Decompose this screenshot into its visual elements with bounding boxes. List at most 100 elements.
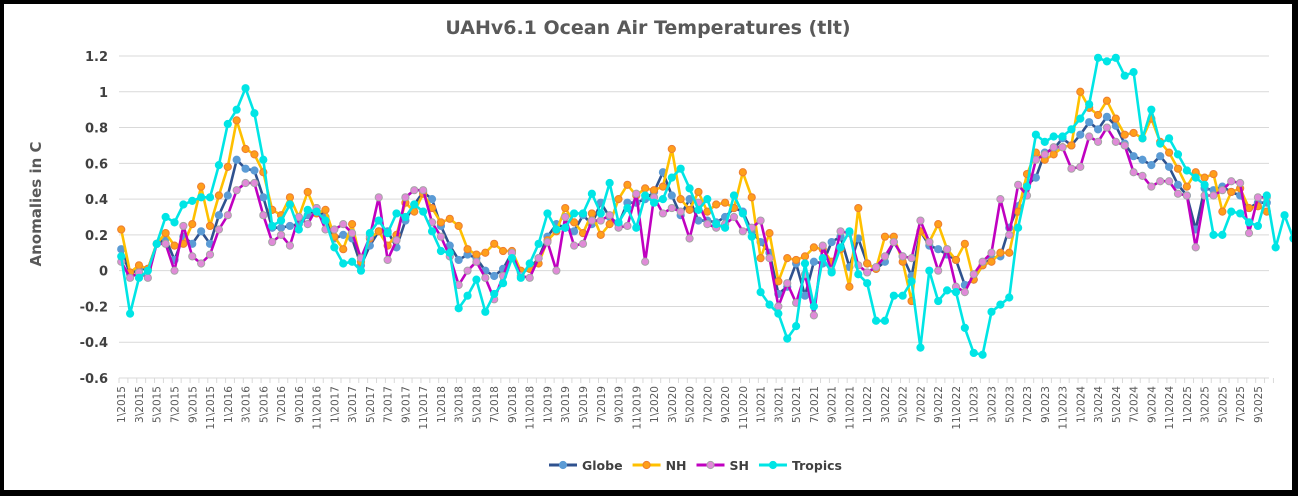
legend-marker bbox=[768, 460, 778, 470]
data-point bbox=[925, 237, 934, 247]
data-point bbox=[179, 221, 188, 231]
x-tick-label: 7\2018 bbox=[489, 386, 501, 423]
data-point bbox=[845, 282, 854, 291]
data-point bbox=[303, 187, 312, 197]
data-point bbox=[374, 227, 383, 236]
x-tick-label: 1\2024 bbox=[1075, 386, 1087, 423]
data-point bbox=[934, 266, 943, 275]
data-point bbox=[641, 184, 650, 193]
data-point bbox=[632, 189, 641, 198]
data-point bbox=[472, 257, 481, 266]
x-tick-label: 9\2024 bbox=[1146, 386, 1158, 423]
data-point bbox=[241, 178, 250, 188]
data-point bbox=[134, 273, 144, 282]
data-point bbox=[170, 218, 179, 227]
data-point bbox=[907, 254, 916, 263]
data-point bbox=[1271, 243, 1280, 252]
data-point bbox=[1085, 132, 1094, 141]
x-tick-label: 1\2020 bbox=[649, 386, 661, 423]
data-point bbox=[1005, 230, 1014, 239]
data-point bbox=[1076, 87, 1085, 96]
data-point bbox=[969, 348, 978, 358]
series-line bbox=[119, 56, 1292, 357]
data-point bbox=[667, 144, 676, 154]
data-point bbox=[490, 271, 499, 281]
data-point bbox=[330, 225, 339, 234]
data-point bbox=[1076, 130, 1085, 139]
y-tick-label: -0.4 bbox=[80, 336, 108, 351]
data-point bbox=[285, 221, 295, 231]
data-point bbox=[1244, 203, 1254, 213]
data-point bbox=[809, 302, 818, 311]
data-point bbox=[871, 316, 881, 325]
data-point bbox=[410, 186, 419, 195]
data-point bbox=[641, 257, 650, 266]
data-point bbox=[232, 105, 241, 114]
x-tick-label: 5\2018 bbox=[471, 386, 483, 423]
data-point bbox=[1093, 53, 1103, 62]
data-point bbox=[348, 220, 357, 229]
x-tick-label: 3\2025 bbox=[1200, 386, 1212, 423]
y-tick-label: 0.2 bbox=[85, 229, 108, 244]
data-point bbox=[268, 221, 277, 231]
data-point bbox=[507, 254, 517, 263]
data-point bbox=[1129, 168, 1138, 177]
data-point bbox=[916, 343, 925, 352]
x-tick-label: 3\2024 bbox=[1093, 386, 1105, 423]
data-point bbox=[1147, 182, 1156, 191]
x-tick-label: 5\2020 bbox=[685, 386, 697, 423]
data-point bbox=[1058, 132, 1067, 141]
data-point bbox=[1164, 134, 1174, 143]
data-point bbox=[498, 246, 508, 256]
data-point bbox=[534, 239, 543, 248]
x-tick-label: 1\2025 bbox=[1182, 386, 1194, 423]
data-point bbox=[809, 257, 818, 266]
data-point bbox=[410, 200, 419, 209]
x-tick-label: 9\2021 bbox=[827, 386, 839, 423]
legend-item-tropics: Tropics bbox=[758, 458, 842, 473]
data-point bbox=[223, 191, 232, 200]
data-point bbox=[1156, 152, 1165, 161]
data-point bbox=[1129, 152, 1138, 161]
data-point bbox=[1031, 130, 1040, 139]
data-point bbox=[729, 191, 739, 200]
x-tick-label: 3\2018 bbox=[454, 386, 466, 423]
chart-title: UAHv6.1 Ocean Air Temperatures (tlt) bbox=[445, 17, 850, 39]
data-point bbox=[1093, 110, 1103, 120]
data-point bbox=[792, 322, 801, 331]
data-point bbox=[871, 262, 881, 272]
data-point bbox=[232, 116, 241, 125]
data-point bbox=[1111, 114, 1120, 123]
data-point bbox=[649, 186, 659, 195]
data-point bbox=[960, 239, 969, 248]
data-point bbox=[1111, 137, 1120, 146]
y-tick-label: 0.4 bbox=[85, 193, 108, 208]
data-point bbox=[818, 254, 827, 263]
data-point bbox=[1218, 186, 1227, 195]
data-point bbox=[472, 250, 481, 259]
data-point bbox=[685, 205, 694, 214]
data-point bbox=[1102, 112, 1112, 121]
data-point bbox=[214, 191, 224, 200]
data-point bbox=[232, 155, 241, 164]
data-point bbox=[667, 203, 676, 213]
data-point bbox=[1040, 150, 1049, 159]
data-point bbox=[543, 209, 552, 218]
y-axis-label: Anomalies in C bbox=[27, 141, 45, 266]
data-point bbox=[934, 296, 943, 306]
data-point bbox=[161, 239, 170, 248]
data-point bbox=[658, 195, 668, 204]
data-point bbox=[1289, 234, 1292, 243]
data-point bbox=[126, 309, 135, 318]
data-point bbox=[587, 209, 596, 218]
data-point bbox=[792, 255, 801, 265]
x-tick-label: 7\2021 bbox=[809, 386, 821, 423]
data-point bbox=[401, 212, 410, 222]
data-point bbox=[765, 254, 774, 263]
data-point bbox=[268, 237, 277, 247]
data-point bbox=[1164, 177, 1174, 186]
data-point bbox=[1209, 230, 1218, 239]
data-point bbox=[898, 252, 907, 261]
data-point bbox=[1067, 164, 1076, 173]
data-point bbox=[525, 259, 534, 268]
